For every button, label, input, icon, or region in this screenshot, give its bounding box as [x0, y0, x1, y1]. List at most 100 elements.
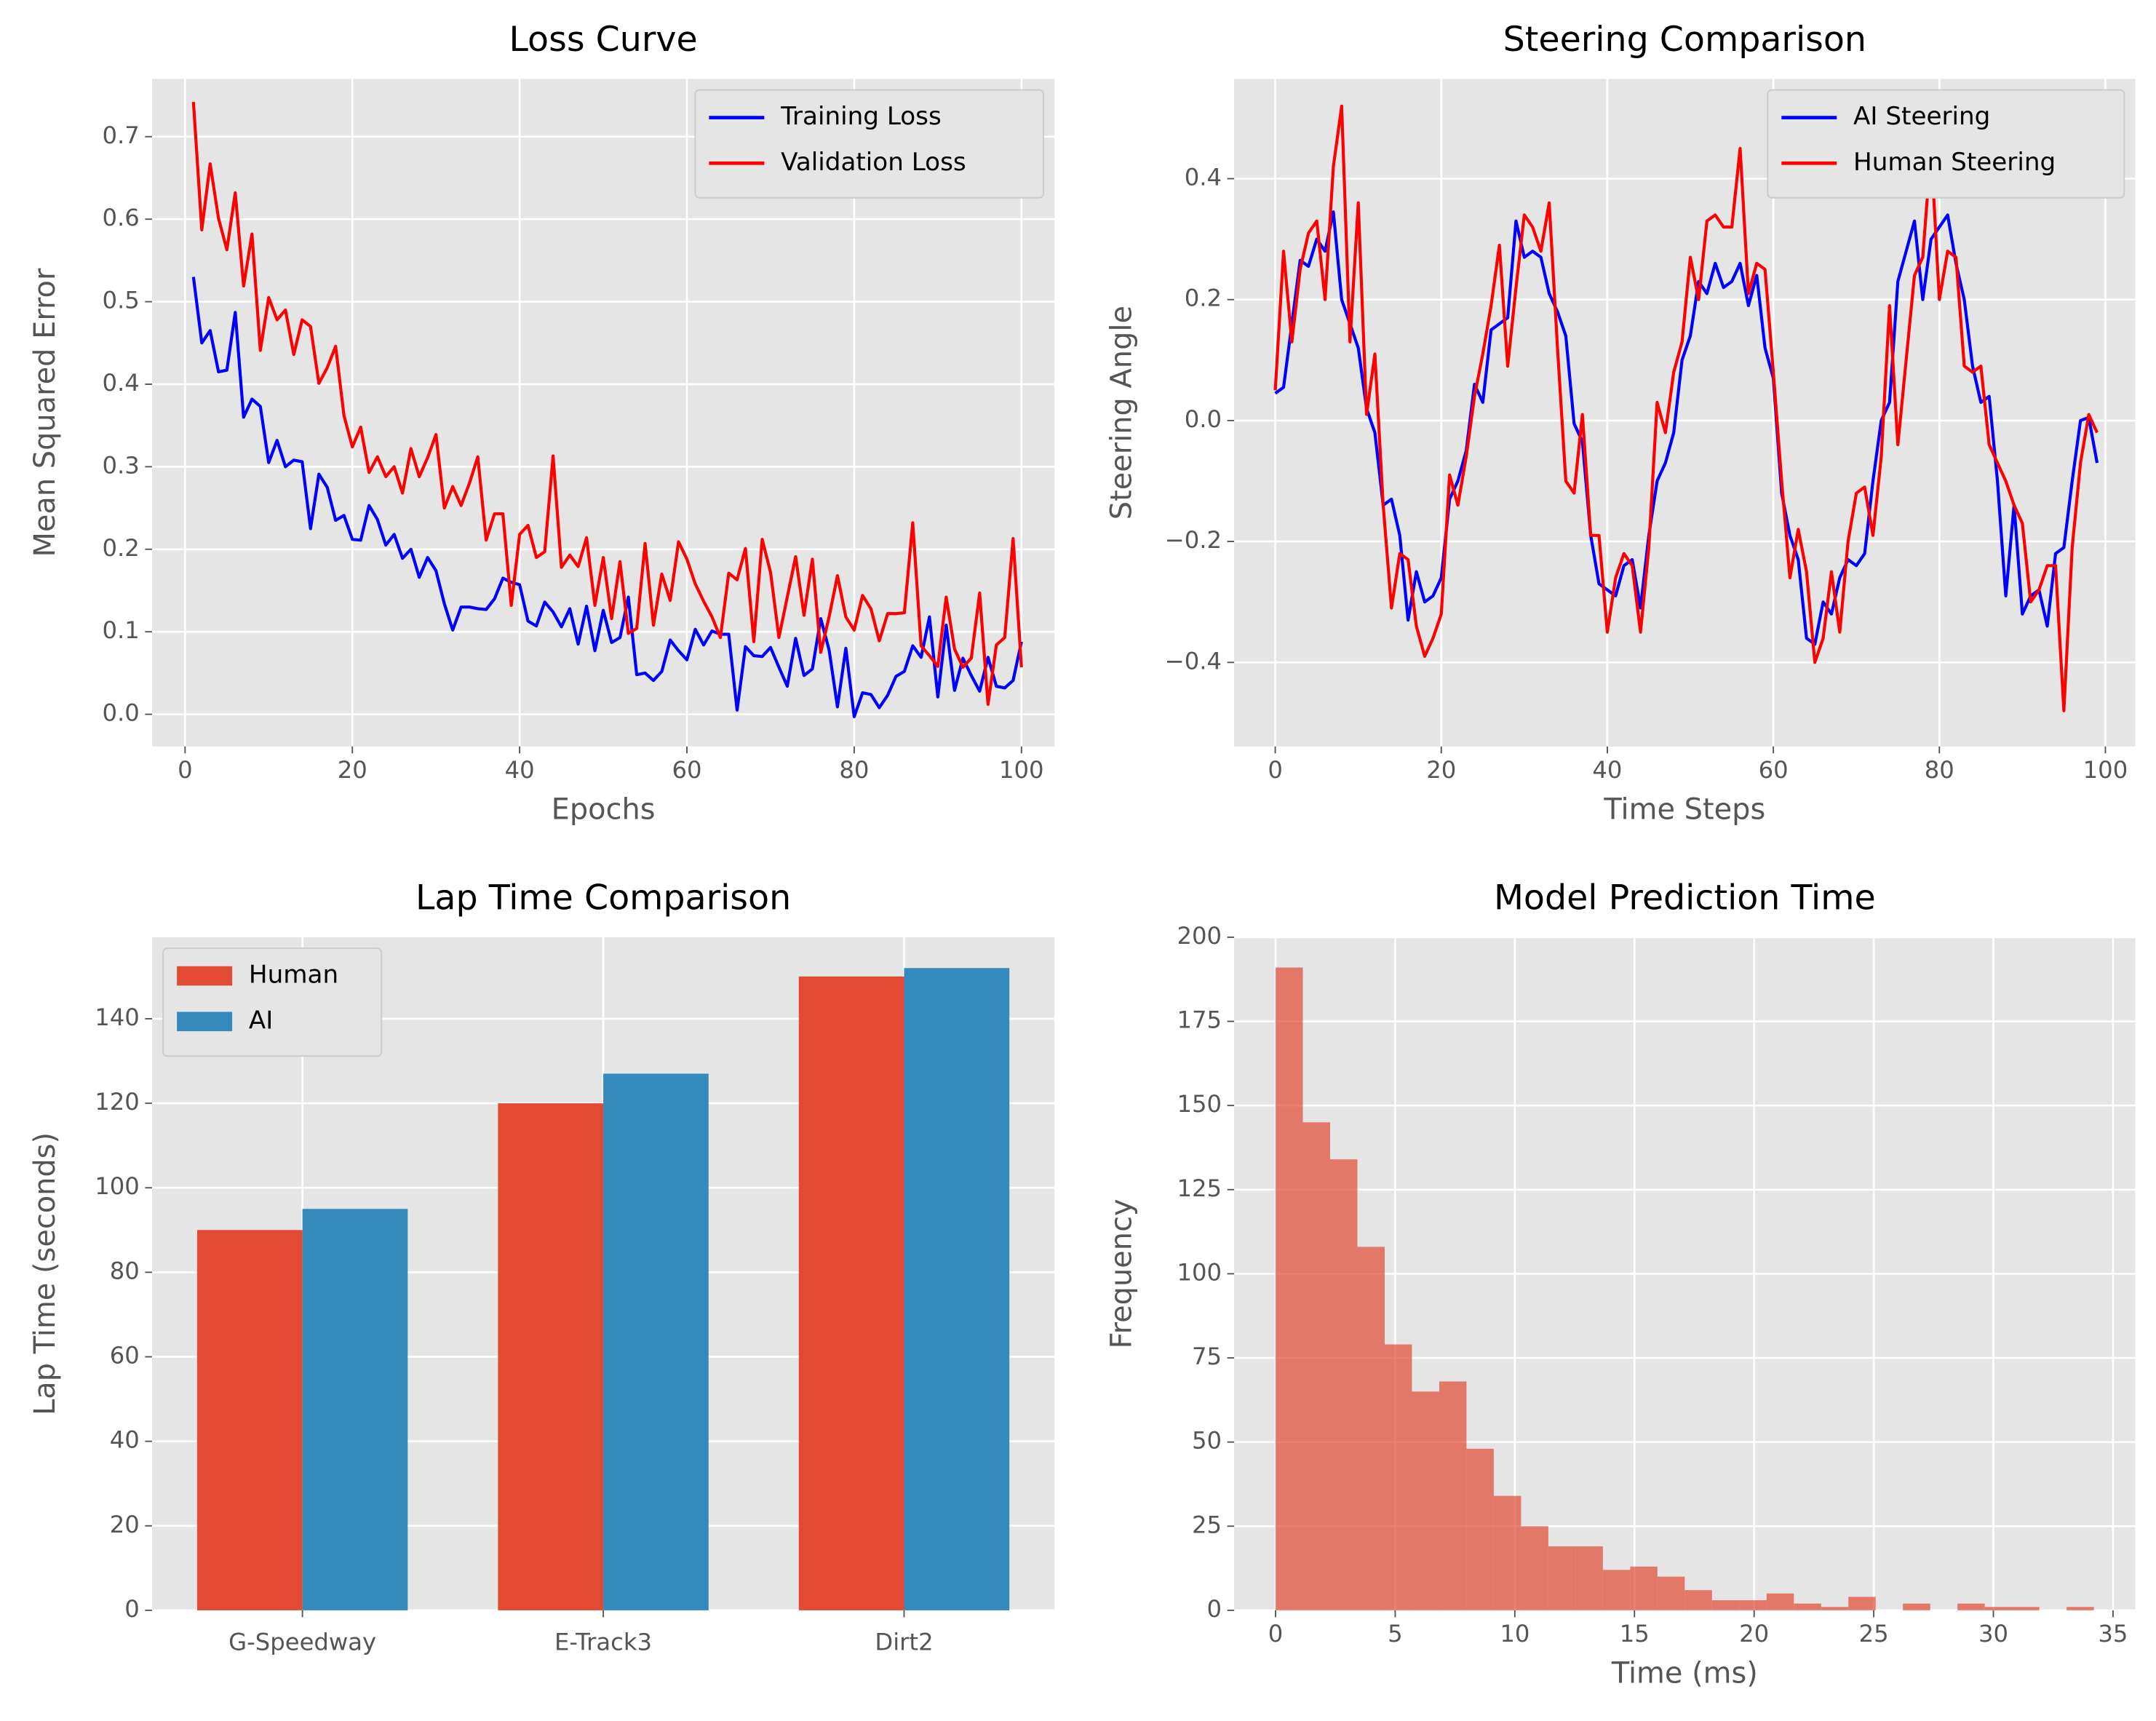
y-tick-label: −0.4 — [1165, 647, 1222, 675]
legend-swatch — [177, 966, 233, 986]
x-tick-label: 40 — [1592, 756, 1622, 784]
x-tick-label: 35 — [2098, 1620, 2128, 1648]
y-tick-label: 0.4 — [1185, 164, 1222, 191]
y-tick-label: 140 — [95, 1003, 140, 1031]
histogram-bar — [1548, 1546, 1576, 1610]
histogram-bar — [1984, 1607, 2013, 1610]
y-axis-label: Lap Time (seconds) — [28, 1132, 62, 1415]
x-tick-label: 80 — [1925, 756, 1954, 784]
histogram-bar — [1466, 1448, 1494, 1610]
x-tick-label: 60 — [672, 756, 701, 784]
y-tick-label: 0.0 — [1185, 405, 1222, 433]
histogram-bar — [1766, 1593, 1794, 1610]
histogram-bar — [1684, 1590, 1712, 1610]
bar — [498, 1103, 604, 1610]
x-tick-label: 100 — [2083, 756, 2128, 784]
histogram-bar — [1521, 1526, 1548, 1610]
x-tick-label: Dirt2 — [875, 1628, 933, 1656]
y-tick-label: 200 — [1177, 922, 1222, 950]
x-tick-label: 25 — [1859, 1620, 1889, 1648]
y-tick-label: 0.6 — [103, 204, 140, 231]
legend-label: AI — [249, 1006, 273, 1035]
chart-title: Model Prediction Time — [1494, 878, 1876, 918]
x-tick-label: 40 — [505, 756, 535, 784]
legend-box — [1767, 89, 2125, 199]
y-tick-label: −0.2 — [1165, 526, 1222, 554]
histogram-bar — [1384, 1344, 1412, 1610]
histogram-bar — [1711, 1600, 1740, 1610]
histogram-bar — [1357, 1247, 1385, 1610]
y-tick-label: 0.1 — [103, 616, 140, 644]
x-tick-label: 0 — [178, 756, 193, 784]
histogram-bar — [1957, 1603, 1985, 1610]
histogram-bar — [1739, 1600, 1767, 1610]
histogram-bar — [1276, 967, 1303, 1610]
x-tick-label: 15 — [1620, 1620, 1650, 1648]
histogram-bar — [2067, 1607, 2094, 1610]
y-tick-label: 0.3 — [103, 451, 140, 479]
histogram-bar — [1493, 1495, 1521, 1610]
y-tick-label: 60 — [110, 1342, 140, 1370]
y-tick-label: 25 — [1192, 1511, 1222, 1538]
x-tick-label: 100 — [999, 756, 1044, 784]
y-tick-label: 40 — [110, 1426, 140, 1454]
y-tick-label: 100 — [95, 1172, 140, 1200]
y-tick-label: 175 — [1177, 1006, 1222, 1034]
x-tick-label: 0 — [1268, 756, 1283, 784]
histogram-bar — [1848, 1597, 1876, 1610]
x-tick-label: 0 — [1268, 1620, 1284, 1648]
histogram-bar — [1794, 1603, 1821, 1610]
y-tick-label: 0 — [1207, 1595, 1222, 1623]
bar — [196, 1230, 303, 1610]
y-tick-label: 80 — [110, 1257, 140, 1284]
y-tick-label: 0.5 — [103, 287, 140, 314]
y-tick-label: 0.4 — [103, 369, 140, 397]
bar — [798, 976, 904, 1610]
histogram-bar — [1575, 1546, 1603, 1610]
y-tick-label: 100 — [1177, 1258, 1222, 1286]
chart-title: Lap Time Comparison — [415, 878, 791, 918]
y-tick-label: 0.2 — [1185, 285, 1222, 312]
y-axis-label: Mean Squared Error — [28, 268, 62, 557]
histogram-bar — [1439, 1381, 1467, 1610]
bar — [603, 1073, 709, 1610]
x-tick-label: 20 — [1739, 1620, 1769, 1648]
x-tick-label: 30 — [1978, 1620, 2008, 1648]
histogram-bar — [1903, 1603, 1930, 1610]
y-axis-label: Frequency — [1105, 1199, 1139, 1348]
y-tick-label: 0.0 — [103, 699, 140, 727]
x-axis-label: Time (ms) — [1611, 1657, 1758, 1690]
y-tick-label: 75 — [1192, 1343, 1222, 1370]
histogram-bar — [1302, 1122, 1330, 1610]
y-tick-label: 0.2 — [103, 534, 140, 562]
legend-swatch — [177, 1011, 233, 1032]
chart-title: Steering Comparison — [1503, 20, 1866, 60]
x-tick-label: 20 — [338, 756, 367, 784]
chart-title: Loss Curve — [509, 20, 697, 60]
histogram-bar — [1657, 1576, 1685, 1610]
series-line — [1273, 104, 2099, 712]
x-tick-label: 5 — [1388, 1620, 1403, 1648]
y-tick-label: 50 — [1192, 1427, 1222, 1455]
legend-label: Training Loss — [780, 102, 942, 131]
x-tick-label: G-Speedway — [228, 1628, 376, 1656]
y-tick-label: 20 — [110, 1511, 140, 1538]
x-tick-label: 10 — [1500, 1620, 1530, 1648]
y-tick-label: 0 — [124, 1595, 140, 1623]
histogram-bar — [1630, 1566, 1658, 1610]
histogram-bar — [1412, 1391, 1439, 1610]
legend-box — [694, 89, 1044, 199]
x-axis-label: Time Steps — [1603, 793, 1765, 827]
legend-label: AI Steering — [1853, 102, 1990, 131]
histogram-bar — [1602, 1570, 1631, 1610]
y-tick-label: 0.7 — [103, 122, 140, 149]
legend-label: Human — [249, 961, 338, 990]
x-tick-label: E-Track3 — [554, 1628, 652, 1656]
y-axis-label: Steering Angle — [1105, 306, 1139, 520]
legend-label: Human Steering — [1853, 148, 2056, 177]
y-tick-label: 150 — [1177, 1090, 1222, 1118]
histogram-bar — [2012, 1607, 2040, 1610]
x-tick-label: 20 — [1426, 756, 1456, 784]
y-tick-label: 120 — [95, 1088, 140, 1116]
